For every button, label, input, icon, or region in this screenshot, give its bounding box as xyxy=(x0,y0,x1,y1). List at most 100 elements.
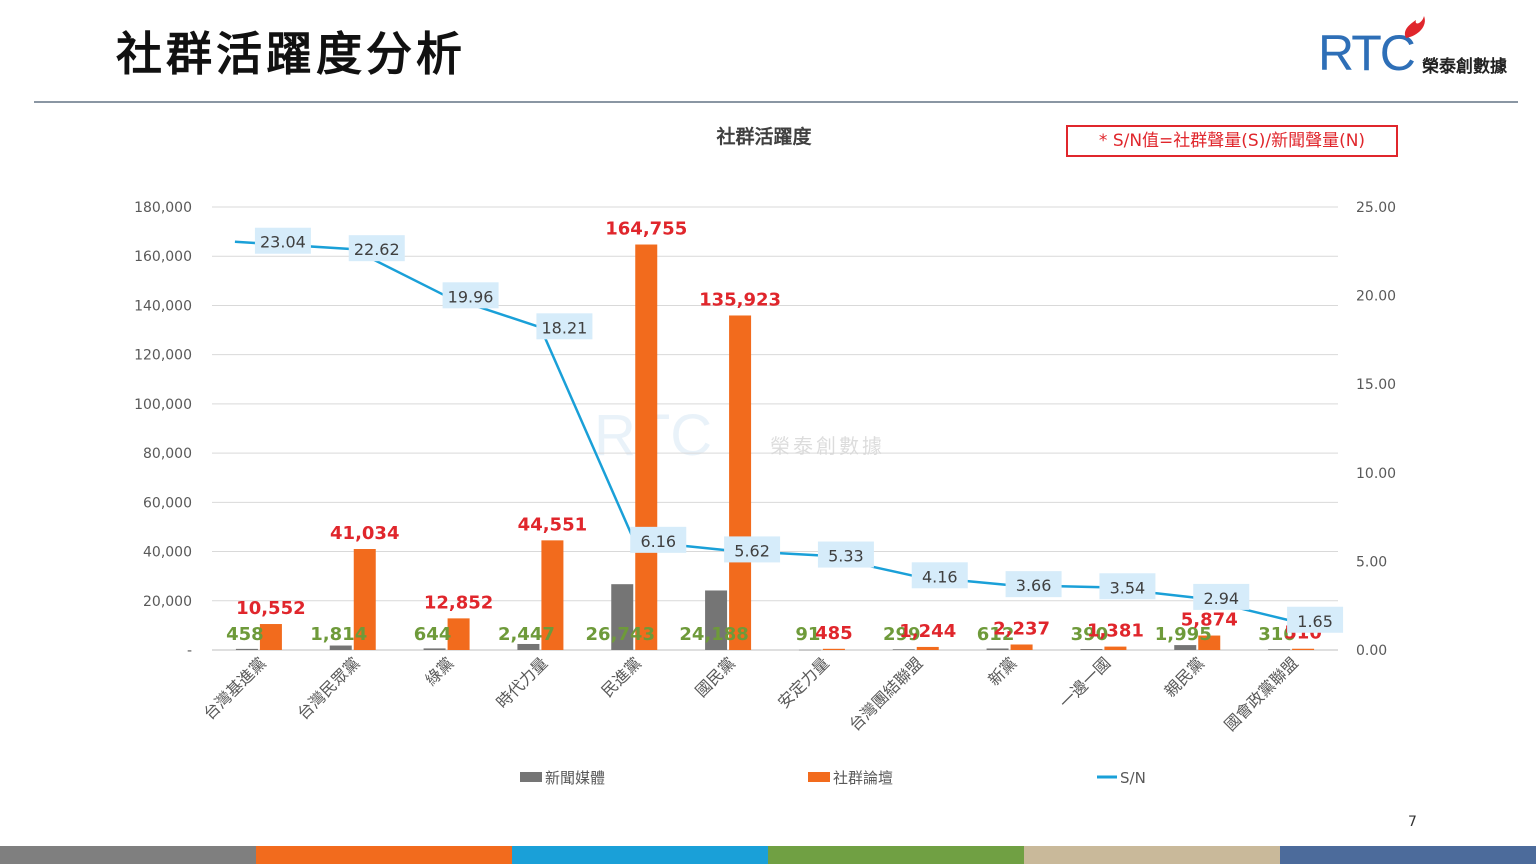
news-value-label: 299 xyxy=(883,624,921,645)
title-divider xyxy=(34,101,1518,103)
social-value-label: 12,852 xyxy=(424,592,493,613)
social-value-label: 10,552 xyxy=(236,598,305,619)
left-axis-tick-label: 60,000 xyxy=(143,495,192,511)
social-value-label: 5,874 xyxy=(1181,610,1238,631)
left-axis-tick-label: 80,000 xyxy=(143,446,192,462)
news-bar xyxy=(423,648,446,650)
left-axis-tick-label: 180,000 xyxy=(134,200,192,216)
right-axis-tick-label: 15.00 xyxy=(1356,377,1396,393)
right-axis-tick-label: 5.00 xyxy=(1356,554,1387,570)
legend-label: 新聞媒體 xyxy=(545,769,605,787)
category-label: 台灣團結聯盟 xyxy=(845,653,926,734)
left-axis-tick-label: 120,000 xyxy=(134,348,192,364)
social-value-label: 485 xyxy=(815,623,853,644)
logo-flame-icon xyxy=(1404,16,1425,38)
social-value-label: 41,034 xyxy=(330,523,399,544)
news-bar xyxy=(1174,645,1197,650)
news-bar xyxy=(329,645,352,650)
sn-value-label: 1.65 xyxy=(1297,612,1333,631)
logo-letters: RTC xyxy=(1318,25,1416,81)
category-label: 綠黨 xyxy=(421,653,457,689)
sn-label-background xyxy=(1005,571,1062,598)
social-bar xyxy=(916,646,939,650)
company-logo: RTC 榮泰創數據 xyxy=(1318,14,1530,81)
sn-label-background xyxy=(1193,583,1250,610)
social-value-label: 44,551 xyxy=(518,514,587,535)
social-value-label: 164,755 xyxy=(605,219,687,240)
news-value-label: 2,447 xyxy=(498,624,555,645)
page-title: 社群活躍度分析 xyxy=(116,27,466,81)
sn-label-background xyxy=(254,227,311,254)
legend-swatch xyxy=(808,772,830,782)
category-label: 民進黨 xyxy=(598,653,645,700)
news-value-label: 91 xyxy=(795,624,820,645)
sn-label-background xyxy=(1099,573,1156,600)
sn-label-background xyxy=(442,282,499,309)
right-axis-tick-label: 25.00 xyxy=(1356,200,1396,216)
footer-color-segment xyxy=(0,846,256,864)
news-bar xyxy=(1268,649,1291,650)
footer-color-segment xyxy=(512,846,768,864)
sn-value-label: 5.33 xyxy=(828,547,864,566)
news-bar xyxy=(798,649,821,651)
footer-color-segment xyxy=(1024,846,1280,864)
news-bar xyxy=(517,643,540,650)
social-bar xyxy=(1198,635,1221,650)
sn-value-label: 4.16 xyxy=(922,567,958,586)
news-value-label: 1,814 xyxy=(310,624,367,645)
news-value-label: 644 xyxy=(414,624,452,645)
news-bar xyxy=(235,648,258,650)
news-bar xyxy=(986,648,1009,650)
category-label: 一邊一國 xyxy=(1056,653,1115,712)
watermark-name: 榮泰創數據 xyxy=(770,434,885,458)
sn-label-background xyxy=(911,562,968,589)
news-value-label: 310 xyxy=(1258,624,1296,645)
social-value-label: 1,244 xyxy=(899,621,956,642)
category-label: 時代力量 xyxy=(493,653,552,712)
news-bar xyxy=(892,649,915,650)
left-axis-tick-label: 20,000 xyxy=(143,594,192,610)
sn-label-background xyxy=(348,235,405,262)
sn-label-background xyxy=(536,313,593,340)
social-bar xyxy=(729,315,752,650)
category-label: 國民黨 xyxy=(692,653,739,700)
news-value-label: 612 xyxy=(977,624,1015,645)
sn-formula-note: * S/N值=社群聲量(S)/新聞聲量(N) xyxy=(1066,125,1398,157)
left-axis-tick-label: 160,000 xyxy=(134,249,192,265)
social-bar xyxy=(1104,646,1127,650)
news-value-label: 24,188 xyxy=(679,624,748,645)
left-axis-tick-label: - xyxy=(187,643,192,659)
legend-swatch xyxy=(520,772,542,782)
category-label: 新黨 xyxy=(984,653,1020,689)
news-value-label: 390 xyxy=(1071,624,1109,645)
social-bar xyxy=(447,618,470,650)
sn-label-background xyxy=(1287,606,1344,633)
left-axis-tick-label: 140,000 xyxy=(134,298,192,314)
category-label: 安定力量 xyxy=(774,653,833,712)
social-bar xyxy=(1010,644,1033,650)
footer-color-segment xyxy=(256,846,512,864)
social-bar xyxy=(353,549,376,650)
sn-value-label: 5.62 xyxy=(734,541,770,560)
news-bar xyxy=(705,590,728,650)
chart-title: 社群活躍度 xyxy=(715,125,812,148)
social-bar xyxy=(259,624,282,650)
sn-label-background xyxy=(724,536,781,563)
category-label: 台灣基進黨 xyxy=(200,653,270,723)
social-value-label: 1,381 xyxy=(1087,621,1144,642)
footer-color-segment xyxy=(768,846,1024,864)
footer-color-segment xyxy=(1280,846,1536,864)
sn-value-label: 2.94 xyxy=(1203,589,1239,608)
news-value-label: 26,743 xyxy=(586,624,655,645)
logo-name: 榮泰創數據 xyxy=(1422,57,1507,77)
social-value-label: 2,237 xyxy=(993,618,1050,639)
news-bar xyxy=(1080,649,1103,650)
right-axis-tick-label: 0.00 xyxy=(1356,643,1387,659)
category-label: 親民黨 xyxy=(1161,653,1208,700)
sn-value-label: 19.96 xyxy=(448,287,494,306)
sn-label-background xyxy=(630,526,687,553)
left-axis-tick-label: 40,000 xyxy=(143,545,192,561)
news-value-label: 1,995 xyxy=(1155,624,1212,645)
sn-value-label: 6.16 xyxy=(640,532,676,551)
sn-value-label: 3.54 xyxy=(1110,578,1146,597)
